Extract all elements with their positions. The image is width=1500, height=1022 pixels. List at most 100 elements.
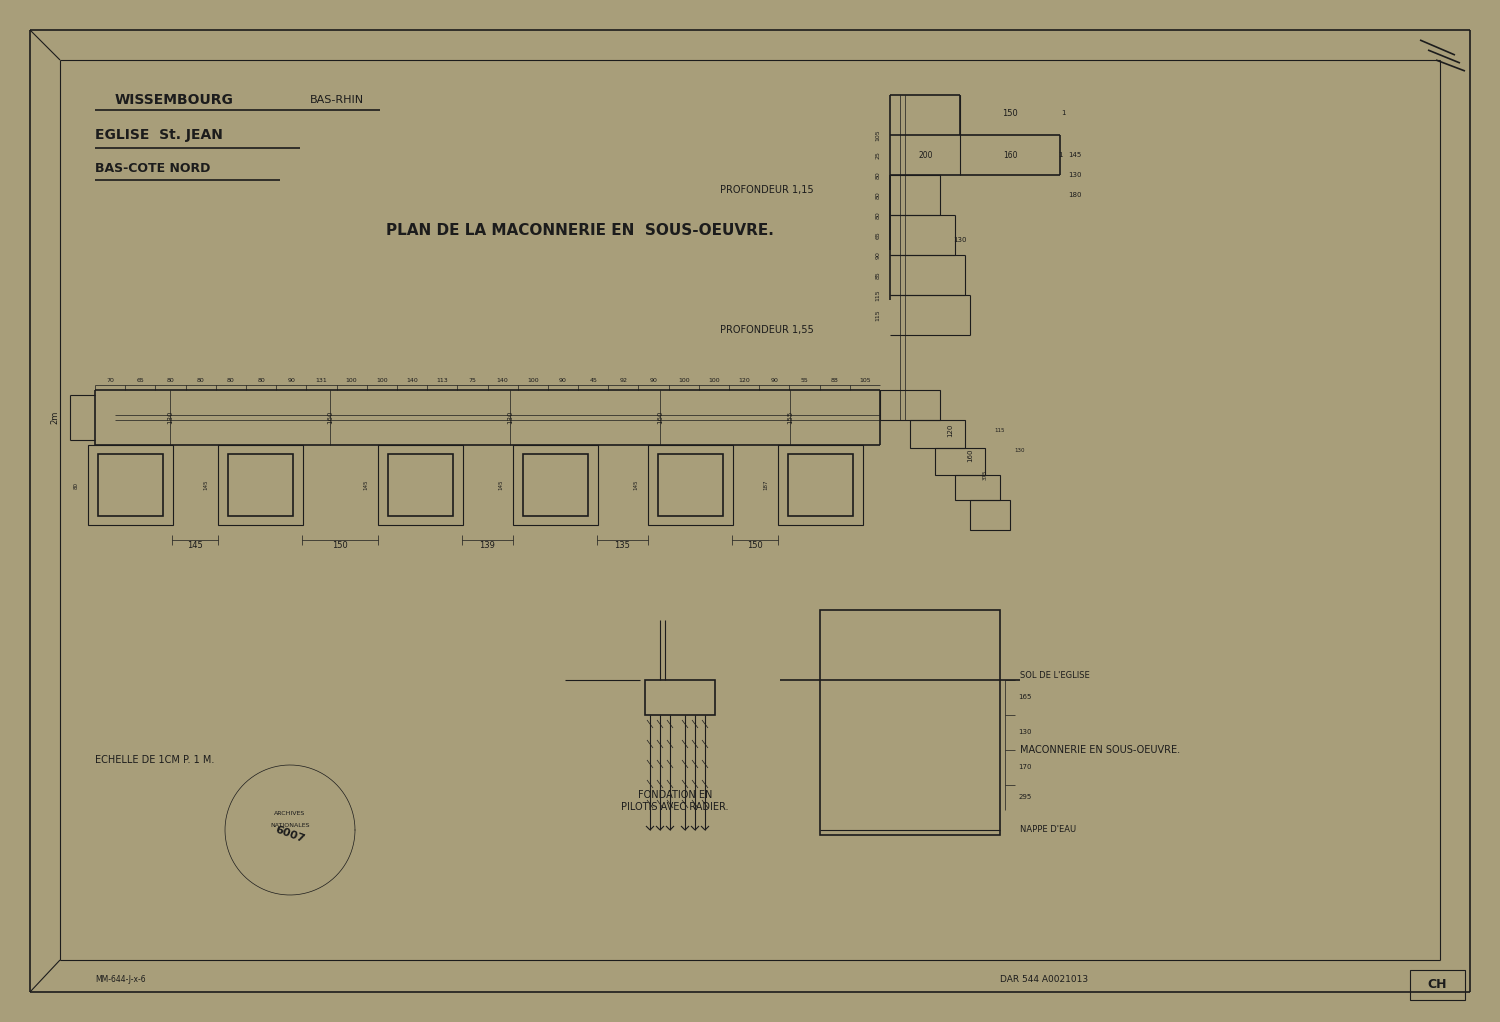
Text: 105: 105 [876, 129, 880, 141]
Text: 55: 55 [801, 377, 808, 382]
Text: EGLISE  St. JEAN: EGLISE St. JEAN [94, 128, 224, 142]
Bar [658, 454, 723, 516]
Text: 130: 130 [1014, 448, 1026, 453]
Bar [788, 454, 853, 516]
Text: 145: 145 [498, 479, 504, 491]
Bar [378, 445, 464, 525]
Text: 90: 90 [560, 377, 567, 382]
Text: 170: 170 [1019, 764, 1032, 770]
Text: 160: 160 [1002, 150, 1017, 159]
Text: 120: 120 [738, 377, 750, 382]
Bar [98, 454, 164, 516]
Text: 115: 115 [994, 427, 1005, 432]
Text: 90: 90 [876, 251, 880, 259]
Text: 90: 90 [650, 377, 657, 382]
Text: 130: 130 [1019, 729, 1032, 735]
Text: 100: 100 [526, 377, 538, 382]
Text: 100: 100 [678, 377, 690, 382]
Text: 150: 150 [332, 541, 348, 550]
Text: 100: 100 [708, 377, 720, 382]
Text: 105: 105 [859, 377, 870, 382]
Text: 120: 120 [946, 423, 952, 436]
Text: 160: 160 [327, 410, 333, 424]
Bar [88, 445, 172, 525]
Text: 160: 160 [968, 449, 974, 462]
Text: MACONNERIE EN SOUS-OEUVRE.: MACONNERIE EN SOUS-OEUVRE. [1020, 745, 1180, 755]
Text: CH: CH [1428, 978, 1446, 991]
Text: SOL DE L'EGLISE: SOL DE L'EGLISE [1020, 670, 1089, 680]
Text: 160: 160 [657, 410, 663, 424]
Text: WISSEMBOURG: WISSEMBOURG [116, 93, 234, 107]
Text: 100: 100 [346, 377, 357, 382]
Text: 88: 88 [831, 377, 839, 382]
Text: 145: 145 [633, 479, 639, 491]
Text: 140: 140 [406, 377, 418, 382]
Text: 80: 80 [166, 377, 174, 382]
Text: FONDATION EN
PILOTIS AVEC RADIER.: FONDATION EN PILOTIS AVEC RADIER. [621, 790, 729, 811]
Text: 6007: 6007 [274, 824, 306, 844]
Text: 1: 1 [1060, 110, 1065, 117]
Bar [778, 445, 862, 525]
Text: 165: 165 [1019, 694, 1032, 700]
Text: 80: 80 [196, 377, 204, 382]
Text: 130: 130 [507, 410, 513, 424]
Text: PROFONDEUR 1,15: PROFONDEUR 1,15 [720, 185, 813, 195]
Text: DAR 544 A0021013: DAR 544 A0021013 [1000, 976, 1088, 984]
Bar [910, 420, 964, 448]
Text: 150: 150 [1002, 108, 1019, 118]
Text: 90: 90 [288, 377, 296, 382]
Text: 70: 70 [106, 377, 114, 382]
Text: 139: 139 [478, 541, 495, 550]
Text: 130: 130 [1068, 172, 1082, 178]
Text: 150: 150 [747, 541, 764, 550]
Bar [956, 475, 1000, 500]
Text: PLAN DE LA MACONNERIE EN  SOUS-OEUVRE.: PLAN DE LA MACONNERIE EN SOUS-OEUVRE. [386, 223, 774, 237]
Text: NATIONALES: NATIONALES [270, 823, 309, 828]
Text: NAPPE D'EAU: NAPPE D'EAU [1020, 826, 1076, 835]
Text: 80: 80 [876, 191, 880, 199]
Text: BAS-RHIN: BAS-RHIN [310, 95, 364, 105]
Text: 145: 145 [1068, 152, 1082, 158]
Text: 65: 65 [876, 231, 880, 239]
Bar [880, 390, 940, 420]
Text: 85: 85 [876, 271, 880, 279]
Text: 113: 113 [436, 377, 448, 382]
Bar [821, 610, 1001, 835]
Text: PROFONDEUR 1,55: PROFONDEUR 1,55 [720, 325, 813, 335]
Bar [513, 445, 598, 525]
Text: 80: 80 [226, 377, 234, 382]
Text: 140: 140 [496, 377, 508, 382]
Text: MM-644-J-x-6: MM-644-J-x-6 [94, 976, 146, 984]
Text: 131: 131 [315, 377, 327, 382]
Text: 187: 187 [764, 479, 768, 491]
Text: 145: 145 [188, 541, 202, 550]
Text: 375: 375 [982, 470, 987, 480]
Text: 200: 200 [918, 150, 933, 159]
Text: ECHELLE DE 1CM P. 1 M.: ECHELLE DE 1CM P. 1 M. [94, 755, 214, 765]
Text: ARCHIVES: ARCHIVES [274, 811, 306, 816]
Text: 130: 130 [166, 410, 172, 424]
Bar [934, 448, 986, 475]
Text: 75: 75 [468, 377, 477, 382]
Text: 90: 90 [771, 377, 778, 382]
Bar [524, 454, 588, 516]
Text: 295: 295 [1019, 794, 1032, 800]
Text: 25: 25 [876, 151, 880, 159]
Bar [648, 445, 734, 525]
Text: 135: 135 [614, 541, 630, 550]
Text: 45: 45 [590, 377, 597, 382]
Text: 65: 65 [136, 377, 144, 382]
Text: BAS-COTE NORD: BAS-COTE NORD [94, 161, 210, 175]
Text: 130: 130 [954, 237, 966, 243]
Text: 80: 80 [256, 377, 265, 382]
Text: 2m: 2m [51, 410, 60, 424]
Bar [645, 680, 716, 715]
Bar [217, 445, 303, 525]
Text: 1: 1 [1058, 152, 1062, 158]
Text: 80: 80 [876, 171, 880, 179]
Bar [388, 454, 453, 516]
Bar [228, 454, 292, 516]
Bar [1410, 970, 1466, 1000]
Text: 180: 180 [1068, 192, 1082, 198]
Text: 155: 155 [788, 411, 794, 424]
